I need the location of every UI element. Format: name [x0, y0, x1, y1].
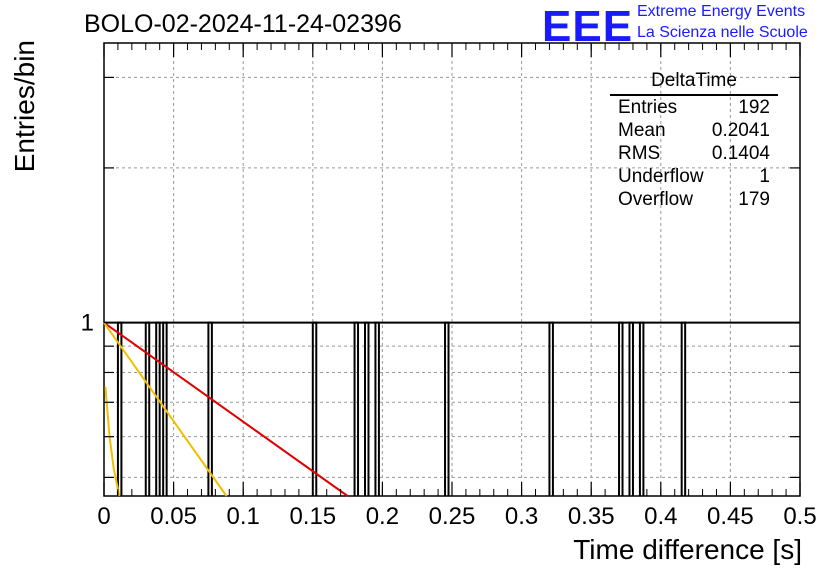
x-tick-label: 0.45 — [707, 503, 754, 530]
histogram-bin — [353, 321, 360, 496]
x-tick-label: 0.35 — [568, 503, 615, 530]
fit-curve — [104, 386, 121, 497]
x-tick-label: 0.15 — [289, 503, 336, 530]
x-tick-label: 0.4 — [644, 503, 677, 530]
histogram-bin — [144, 321, 151, 496]
fit-curves — [103, 321, 349, 497]
stats-row-mean: Mean 0.2041 — [610, 119, 778, 142]
histogram-bin — [638, 321, 645, 496]
eee-logo: EEE — [542, 2, 634, 51]
x-tick-label: 0.25 — [429, 503, 476, 530]
x-tick-label: 0.1 — [227, 503, 260, 530]
stats-value: 179 — [738, 189, 770, 210]
y-axis-label: Entries/bin — [9, 40, 40, 172]
stats-row-rms: RMS 0.1404 — [610, 142, 778, 165]
histogram-bin — [680, 321, 687, 496]
fit-curve — [103, 321, 349, 497]
stats-label: RMS — [618, 143, 661, 164]
x-tick-label: 0.3 — [505, 503, 538, 530]
stats-value: 1 — [759, 166, 770, 187]
x-tick-label: 0.05 — [150, 503, 197, 530]
histogram-bin — [116, 321, 123, 496]
logo-line-1: Extreme Energy Events — [637, 3, 806, 20]
y-tick-label: 1 — [81, 310, 94, 337]
stats-value: 0.1404 — [711, 143, 770, 164]
y-axis-ticks: 1 — [81, 76, 800, 478]
histogram-bin — [374, 321, 380, 496]
stats-label: Mean — [618, 120, 666, 141]
stats-title: DeltaTime — [610, 71, 778, 96]
logo-line-2: La Scienza nelle Scuole — [637, 24, 808, 41]
histogram-bins — [104, 321, 800, 496]
stats-row-underflow: Underflow 1 — [610, 165, 778, 188]
stats-box: DeltaTime Entries 192 Mean 0.2041 RMS 0.… — [610, 71, 778, 211]
histogram-bin — [548, 321, 554, 496]
stats-label: Entries — [618, 97, 678, 118]
x-tick-label: 0 — [97, 503, 110, 530]
histogram-bin — [444, 321, 450, 496]
stats-label: Underflow — [618, 166, 704, 187]
stats-value: 0.2041 — [711, 120, 770, 141]
stats-label: Overflow — [618, 189, 693, 210]
x-tick-label: 0.5 — [783, 503, 816, 530]
chart-title: BOLO-02-2024-11-24-02396 — [84, 10, 402, 38]
fit-curve — [103, 322, 228, 497]
stats-value: 192 — [738, 97, 770, 118]
stats-row-entries: Entries 192 — [610, 96, 778, 119]
stats-row-overflow: Overflow 179 — [610, 188, 778, 211]
histogram-bin — [311, 321, 318, 496]
x-tick-label: 0.2 — [366, 503, 399, 530]
histogram-bin — [618, 321, 624, 496]
histogram-bin — [628, 321, 634, 496]
histogram-bin — [155, 321, 161, 496]
histogram-bin — [364, 321, 370, 496]
x-axis-label: Time difference [s] — [573, 534, 802, 565]
x-axis-ticks: 0 0.05 0.1 0.15 0.2 0.25 0.3 0.35 0.4 0.45 0.5 — [97, 43, 817, 530]
